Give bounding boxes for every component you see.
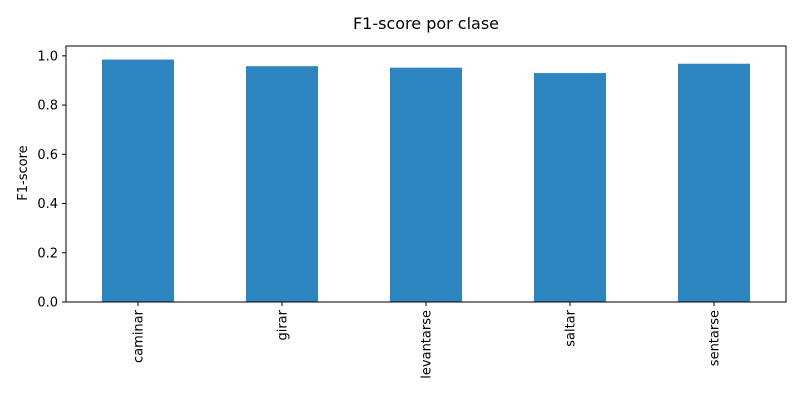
x-tick-label: caminar [132,309,147,363]
y-tick-label: 0.4 [37,197,58,212]
bar-levantarse [390,67,462,303]
y-tick-label: 1.0 [37,49,58,64]
x-tick-label: saltar [564,309,579,346]
axes-frame [65,45,787,303]
y-axis-label: F1-score [16,145,31,200]
x-tick-label: girar [276,309,291,340]
y-tick-label: 0.2 [37,246,58,261]
y-tick-label: 0.0 [37,296,58,311]
chart-title: F1-score por clase [353,14,499,33]
x-tick-label: levantarse [420,310,435,379]
x-tick-label: sentarse [708,310,723,366]
bars-group [102,59,750,303]
bar-sentarse [678,63,750,302]
plot-frame [65,45,787,303]
y-tick-label: 0.6 [37,148,58,163]
bar-caminar [102,59,174,303]
y-axis-ticks: 0.0 0.2 0.4 0.6 0.8 1.0 [37,49,66,311]
y-tick-label: 0.8 [37,99,58,114]
bar-girar [246,66,318,302]
x-axis-ticks: caminar girar levantarse saltar sentarse [132,302,723,379]
bar-saltar [534,73,606,302]
